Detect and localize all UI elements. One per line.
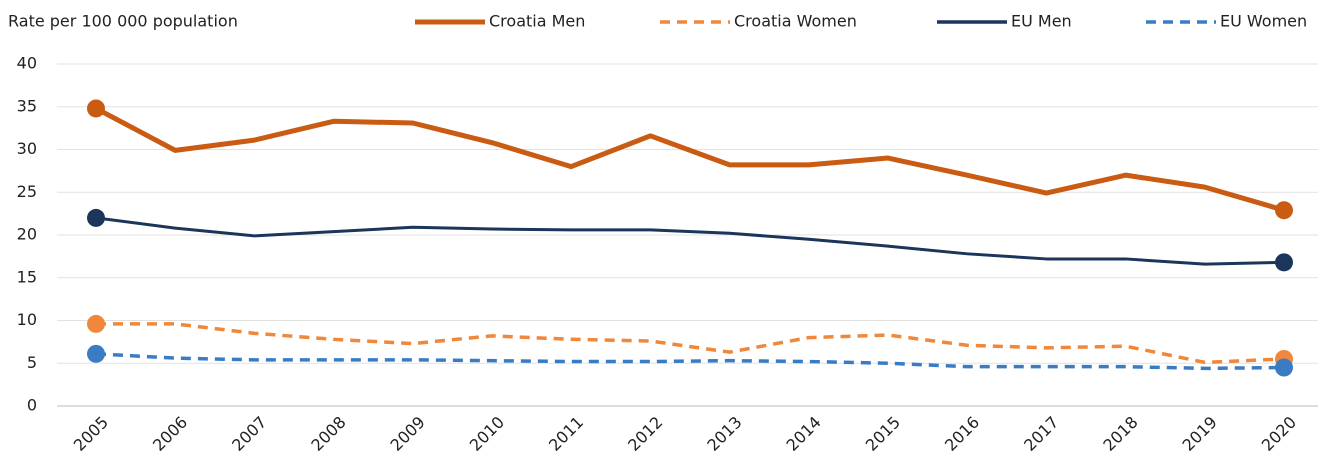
x-tick-label: 2011: [545, 413, 587, 455]
end-marker: [1275, 253, 1293, 272]
series-line: [95, 216, 1285, 266]
y-tick-label: 40: [17, 54, 37, 73]
end-marker: [87, 344, 105, 363]
x-tick-label: 2015: [862, 413, 904, 455]
y-tick-label: 5: [27, 353, 37, 372]
x-tick-label: 2006: [149, 413, 191, 455]
x-tick-label: 2010: [466, 413, 508, 455]
legend-label: EU Women: [1220, 12, 1307, 31]
x-tick-label: 2018: [1099, 413, 1141, 455]
legend-label: Croatia Women: [734, 12, 857, 31]
legend-label: EU Men: [1011, 12, 1072, 31]
end-marker: [87, 208, 105, 227]
y-tick-label: 30: [17, 139, 37, 158]
y-tick-label: 25: [17, 182, 37, 201]
y-tick-label: 10: [17, 310, 37, 329]
x-tick-label: 2009: [387, 413, 429, 455]
series-line: [95, 352, 1285, 371]
y-tick-label: 0: [27, 396, 37, 415]
x-tick-label: 2020: [1258, 413, 1300, 455]
end-marker: [1275, 201, 1293, 220]
x-tick-label: 2017: [1020, 413, 1062, 455]
x-tick-label: 2014: [783, 413, 825, 455]
legend-label: Croatia Men: [489, 12, 585, 31]
x-tick-label: 2007: [228, 413, 270, 455]
series-line: [96, 322, 1285, 365]
y-tick-label: 15: [17, 267, 37, 286]
series-line: [94, 106, 1285, 213]
x-tick-label: 2008: [307, 413, 349, 455]
x-tick-label: 2012: [624, 413, 666, 455]
y-tick-label: 20: [17, 225, 37, 244]
end-marker: [87, 99, 105, 118]
y-tick-label: 35: [17, 96, 37, 115]
x-tick-label: 2019: [1179, 413, 1221, 455]
end-marker: [87, 314, 105, 333]
x-tick-label: 2013: [703, 413, 745, 455]
y-axis-label: Rate per 100 000 population: [8, 12, 238, 31]
x-tick-label: 2005: [70, 413, 112, 455]
x-tick-label: 2016: [941, 413, 983, 455]
end-marker: [1275, 358, 1293, 377]
